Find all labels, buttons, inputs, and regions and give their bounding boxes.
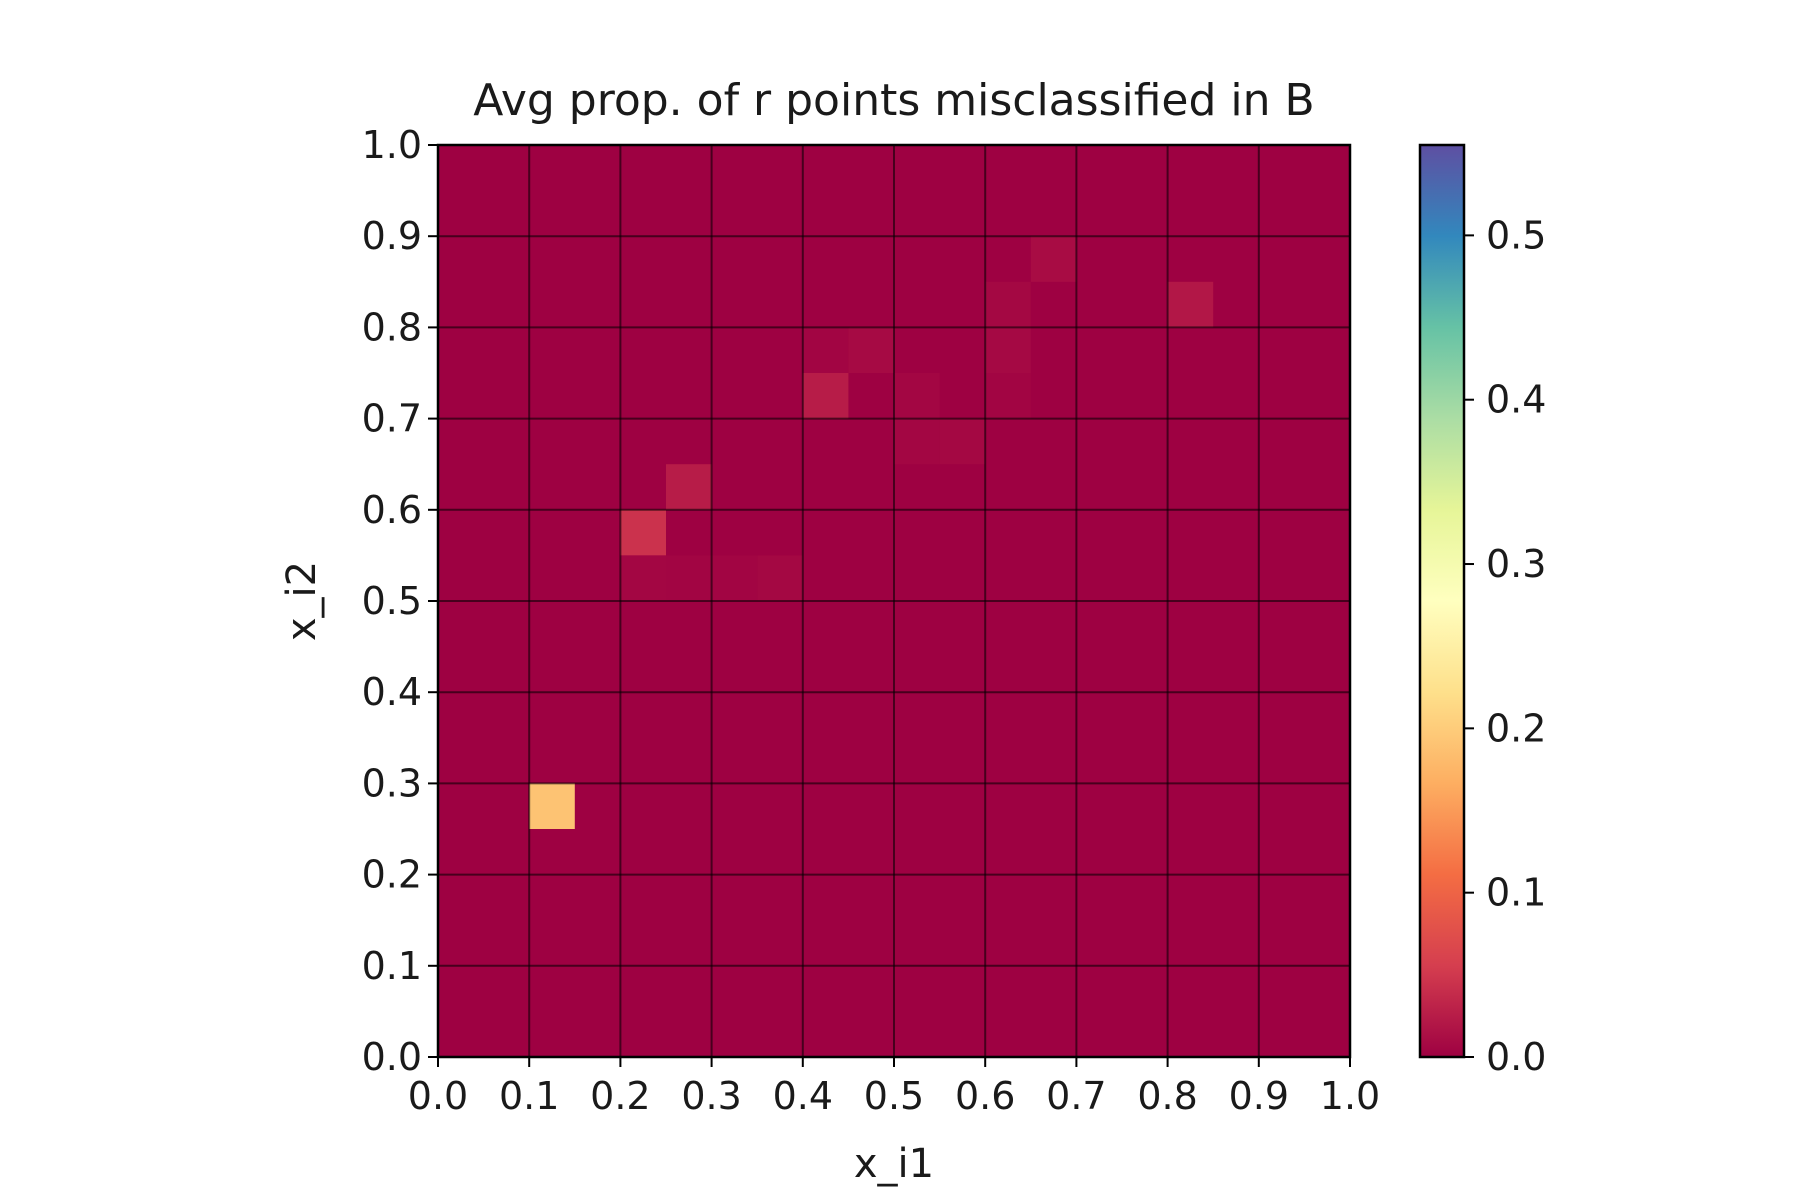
heatmap-cell bbox=[711, 555, 758, 601]
heatmap-cell bbox=[666, 555, 712, 601]
colorbar-frame bbox=[1418, 143, 1466, 1059]
y-tick-label: 0.2 bbox=[362, 853, 422, 897]
y-axis-label: x_i2 bbox=[279, 561, 325, 641]
y-tick-label: 1.0 bbox=[362, 123, 422, 167]
y-tick-label: 0.3 bbox=[362, 761, 422, 805]
heatmap-cell bbox=[757, 555, 803, 601]
y-tick-label: 0.1 bbox=[362, 944, 422, 988]
colorbar-tick-label: 0.2 bbox=[1486, 706, 1546, 750]
colorbar-tick-label: 0.5 bbox=[1486, 213, 1546, 257]
heatmap-cells bbox=[529, 236, 1214, 829]
heatmap-cell bbox=[620, 509, 666, 556]
heatmap-cell bbox=[620, 555, 666, 601]
y-tick-label: 0.5 bbox=[362, 579, 422, 623]
x-tick-label: 0.2 bbox=[590, 1074, 650, 1118]
chart-title: Avg prop. of r points misclassified in B bbox=[473, 75, 1314, 126]
y-tick-label: 0.4 bbox=[362, 670, 422, 714]
x-tick-label: 0.9 bbox=[1229, 1074, 1289, 1118]
x-tick-label: 0.0 bbox=[408, 1074, 468, 1118]
heatmap-cell bbox=[529, 783, 575, 829]
x-tick-label: 1.0 bbox=[1320, 1074, 1380, 1118]
y-tick-label: 0.9 bbox=[362, 214, 422, 258]
colorbar-tick-label: 0.4 bbox=[1486, 378, 1546, 422]
heatmap-cell bbox=[666, 464, 712, 510]
heatmap-cell bbox=[985, 281, 1031, 328]
heatmap-cell bbox=[985, 373, 1031, 419]
heatmap-cell bbox=[802, 327, 849, 373]
heatmap-cell bbox=[939, 418, 986, 465]
y-tick-label: 0.7 bbox=[362, 397, 422, 441]
colorbar-tick-label: 0.1 bbox=[1486, 871, 1546, 915]
colorbar-gradient bbox=[1420, 145, 1464, 1057]
x-tick-label: 0.7 bbox=[1046, 1074, 1106, 1118]
y-tick-label: 0.8 bbox=[362, 305, 422, 349]
colorbar-tick-label: 0.0 bbox=[1486, 1035, 1546, 1079]
heatmap-cell bbox=[894, 418, 940, 465]
x-axis-label: x_i1 bbox=[854, 1141, 934, 1187]
y-axis-ticks: 0.0 0.1 0.2 0.3 0.4 0.5 0.6 0.7 0.8 0.9 1.0 bbox=[362, 123, 438, 1079]
colorbar: 0.0 0.1 0.2 0.3 0.4 0.5 bbox=[1418, 143, 1546, 1079]
x-axis-ticks: 0.0 0.1 0.2 0.3 0.4 0.5 0.6 0.7 0.8 0.9 1.0 bbox=[408, 1057, 1380, 1118]
grid-lines bbox=[438, 145, 1350, 1057]
heatmap-cell bbox=[1167, 281, 1214, 328]
x-tick-label: 0.1 bbox=[499, 1074, 559, 1118]
colorbar-ticks: 0.0 0.1 0.2 0.3 0.4 0.5 bbox=[1464, 213, 1546, 1079]
x-tick-label: 0.4 bbox=[773, 1074, 833, 1118]
colorbar-tick-label: 0.3 bbox=[1486, 542, 1546, 586]
heatmap-cell bbox=[894, 373, 940, 419]
x-tick-label: 0.8 bbox=[1137, 1074, 1197, 1118]
heatmap-cell bbox=[802, 373, 849, 419]
heatmap-cell bbox=[985, 327, 1031, 373]
heatmap-cell bbox=[1030, 236, 1077, 282]
y-tick-label: 0.6 bbox=[362, 488, 422, 532]
x-tick-label: 0.5 bbox=[864, 1074, 924, 1118]
heatmap-cell bbox=[848, 327, 894, 373]
x-tick-label: 0.3 bbox=[681, 1074, 741, 1118]
y-tick-label: 0.0 bbox=[362, 1035, 422, 1079]
x-tick-label: 0.6 bbox=[955, 1074, 1015, 1118]
